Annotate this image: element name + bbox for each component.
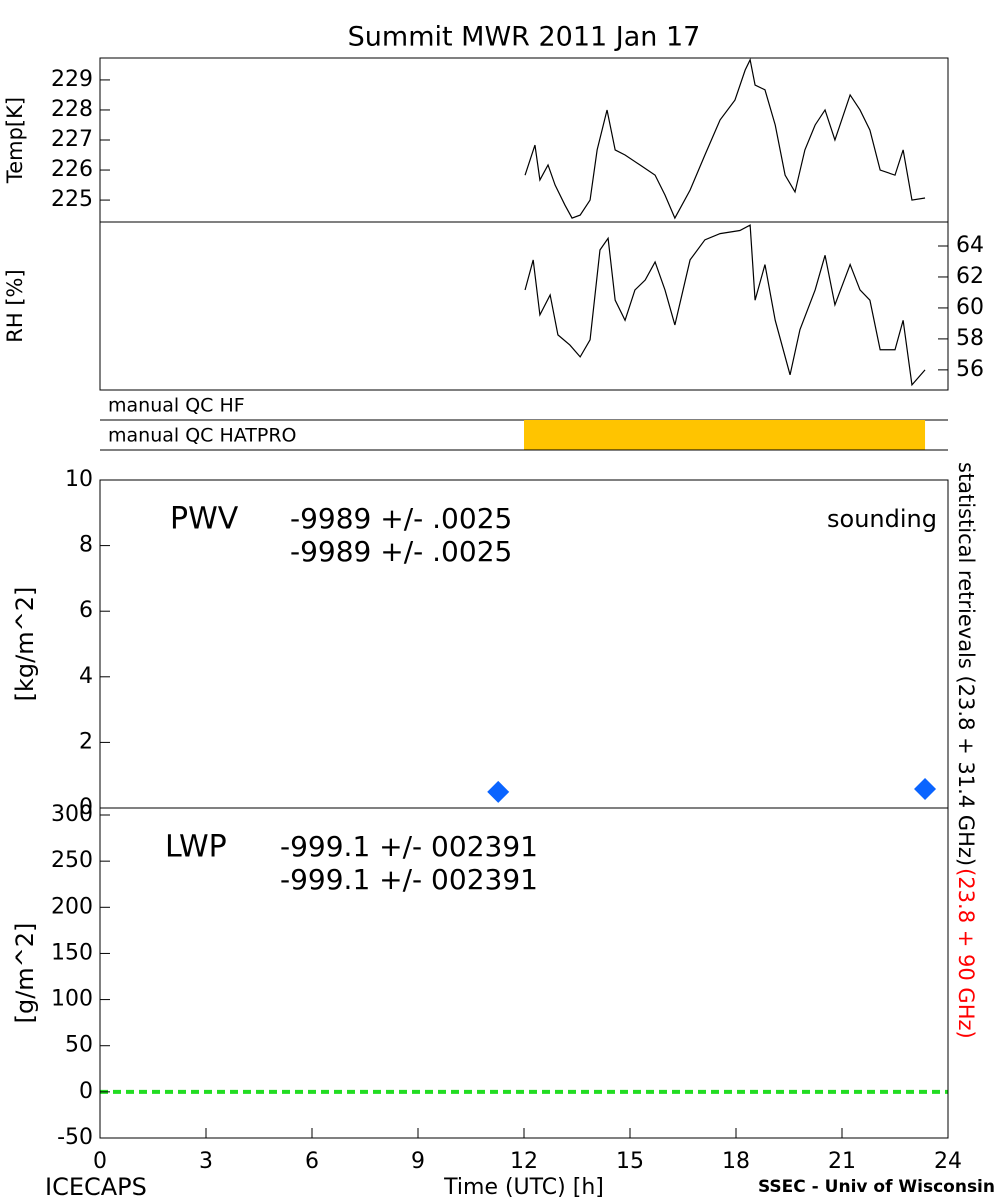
x-tick-label: 6: [305, 1149, 319, 1174]
y-tick-label: 300: [51, 802, 93, 827]
side-label: statistical retrievals (23.8 + 31.4 GHz)…: [954, 462, 978, 1039]
footer-left: ICECAPS: [45, 1173, 147, 1200]
y-tick-label: 225: [51, 187, 93, 212]
y-axis-label: Temp[K]: [3, 97, 27, 184]
y-tick-label: 229: [51, 67, 93, 92]
stat-text: -9989 +/- .0025: [290, 502, 512, 535]
chart-title: Summit MWR 2011 Jan 17: [348, 22, 701, 53]
x-tick-label: 3: [199, 1149, 213, 1174]
panel-label: PWV: [170, 502, 239, 537]
y-tick-label: 200: [51, 894, 93, 919]
y-tick-label: 62: [956, 264, 984, 289]
y-tick-label: 6: [79, 598, 93, 623]
legend-entry: sounding: [827, 505, 937, 533]
y-tick-label: 226: [51, 157, 93, 182]
stat-text: -999.1 +/- 002391: [280, 863, 538, 896]
y-tick-label: 8: [79, 533, 93, 558]
y-tick-label: 50: [65, 1033, 93, 1058]
y-axis-label: [kg/m^2]: [11, 587, 39, 702]
stat-text: -999.1 +/- 002391: [280, 830, 538, 863]
data-line: [524, 224, 926, 387]
side-label-red: (23.8 + 90 GHz): [954, 868, 978, 1039]
sounding-point: [914, 777, 937, 800]
y-tick-label: 2: [79, 729, 93, 754]
x-tick-label: 24: [934, 1149, 962, 1174]
plot-area: [524, 58, 926, 220]
x-tick-label: 18: [722, 1149, 750, 1174]
side-label-black: statistical retrievals (23.8 + 31.4 GHz): [954, 462, 978, 866]
y-tick-label: -50: [57, 1125, 93, 1150]
panel-frame: [99, 221, 949, 391]
x-tick-label: 12: [510, 1149, 538, 1174]
y-tick-label: 64: [956, 233, 984, 258]
qc-row-label: manual QC HATPRO: [108, 425, 297, 447]
y-tick-label: 10: [65, 467, 93, 492]
y-axis-label: [g/m^2]: [11, 923, 39, 1024]
panel-frame: [99, 57, 949, 223]
y-tick-label: 56: [956, 357, 984, 382]
sounding-point: [487, 780, 510, 803]
y-tick-label: 100: [51, 987, 93, 1012]
y-tick-label: 227: [51, 127, 93, 152]
qc-row-label: manual QC HF: [108, 395, 245, 417]
y-tick-label: 0: [79, 795, 93, 820]
y-tick-label: 4: [79, 664, 93, 689]
x-axis-label: Time (UTC) [h]: [443, 1175, 604, 1200]
y-tick-label: 250: [51, 848, 93, 873]
x-tick-label: 21: [828, 1149, 856, 1174]
y-axis-label: RH [%]: [3, 269, 27, 342]
plot-area: [524, 224, 926, 387]
y-tick-label: 0: [79, 1079, 93, 1104]
data-line: [524, 58, 926, 220]
x-tick-label: 0: [93, 1149, 107, 1174]
x-tick-label: 9: [411, 1149, 425, 1174]
panel-label: LWP: [165, 830, 227, 865]
qc-flag-span: [524, 420, 926, 450]
y-tick-label: 58: [956, 326, 984, 351]
y-tick-label: 228: [51, 97, 93, 122]
footer-right: SSEC - Univ of Wisconsin: [758, 1177, 995, 1197]
stat-text: -9989 +/- .0025: [290, 535, 512, 568]
x-tick-label: 15: [616, 1149, 644, 1174]
y-tick-label: 60: [956, 295, 984, 320]
y-tick-label: 150: [51, 940, 93, 965]
